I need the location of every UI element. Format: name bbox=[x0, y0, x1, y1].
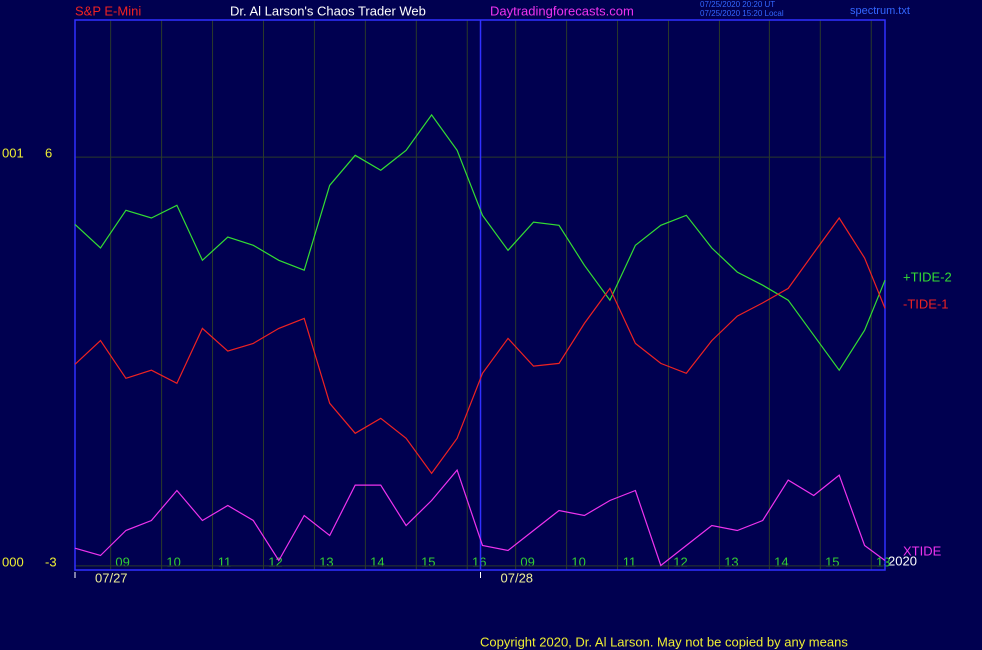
x-tick-label: 13 bbox=[319, 554, 333, 569]
x-tick-label: 10 bbox=[571, 554, 585, 569]
copyright: Copyright 2020, Dr. Al Larson. May not b… bbox=[480, 634, 848, 649]
header-site: Daytradingforecasts.com bbox=[490, 3, 634, 18]
header-center: Dr. Al Larson's Chaos Trader Web bbox=[230, 3, 426, 18]
year-label: 2020 bbox=[888, 553, 917, 568]
legend-entry: +TIDE-2 bbox=[903, 269, 952, 284]
day-label: 07/27 bbox=[95, 570, 128, 585]
header-file: spectrum.txt bbox=[850, 5, 910, 17]
day-label: 07/28 bbox=[501, 570, 534, 585]
legend-entry: -TIDE-1 bbox=[903, 296, 949, 311]
x-tick-label: 13 bbox=[724, 554, 738, 569]
y-tick-prefix: 001 bbox=[2, 146, 24, 161]
x-tick-label: 13 bbox=[876, 554, 890, 569]
series-line bbox=[74, 113, 886, 372]
y-tick-label: -3 bbox=[45, 554, 57, 569]
x-tick-label: 09 bbox=[520, 554, 534, 569]
x-tick-label: 15 bbox=[825, 554, 839, 569]
x-tick-label: 14 bbox=[370, 554, 384, 569]
x-tick-label: 12 bbox=[673, 554, 687, 569]
series-line bbox=[74, 216, 886, 475]
x-tick-label: 10 bbox=[166, 554, 180, 569]
x-tick-label: 11 bbox=[623, 554, 637, 569]
series-line bbox=[74, 468, 886, 567]
header-time-ut: 07/25/2020 20:20 UT bbox=[700, 0, 775, 9]
x-tick-label: 09 bbox=[115, 554, 129, 569]
plot-frame bbox=[74, 19, 886, 571]
y-tick-prefix: 000 bbox=[2, 554, 24, 569]
x-tick-label: 11 bbox=[218, 554, 232, 569]
x-tick-label: 15 bbox=[421, 554, 435, 569]
x-tick-label: 14 bbox=[774, 554, 788, 569]
header-left: S&P E-Mini bbox=[75, 3, 141, 18]
x-tick-label: 16 bbox=[472, 554, 486, 569]
header-time-local: 07/25/2020 15:20 Local bbox=[700, 9, 784, 18]
legend-entry: XTIDE bbox=[903, 543, 942, 558]
y-tick-label: 6 bbox=[45, 146, 52, 161]
